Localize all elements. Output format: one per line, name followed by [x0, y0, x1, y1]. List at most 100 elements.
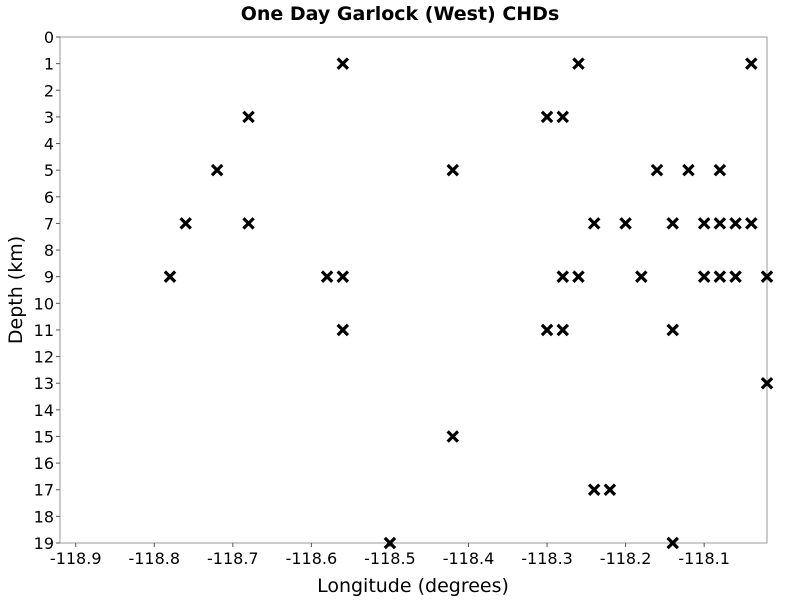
y-tick-label: 16 — [34, 454, 54, 473]
marker-stroke — [383, 536, 397, 550]
marker-stroke — [650, 163, 664, 177]
data-point-marker — [210, 163, 224, 177]
data-point-marker — [666, 217, 679, 230]
marker-stroke — [729, 270, 742, 283]
data-point-marker — [760, 270, 774, 283]
data-point-marker — [556, 323, 570, 337]
marker-stroke — [760, 270, 774, 283]
y-tick-label: 3 — [44, 108, 54, 127]
data-point-marker — [336, 57, 350, 70]
data-points — [163, 57, 774, 550]
data-point-marker — [697, 217, 711, 230]
x-tick-label: -118.1 — [678, 549, 730, 568]
data-point-marker — [163, 270, 177, 283]
y-tick-label: 14 — [34, 401, 54, 420]
marker-stroke — [587, 217, 601, 230]
marker-stroke — [336, 270, 350, 283]
data-point-marker — [760, 376, 774, 390]
data-point-marker — [556, 110, 570, 124]
y-tick-label: 11 — [34, 321, 54, 340]
marker-stroke — [163, 270, 177, 283]
data-point-marker — [666, 536, 679, 550]
marker-stroke — [745, 217, 758, 230]
y-tick-label: 9 — [44, 268, 54, 287]
data-point-marker — [446, 430, 460, 443]
data-point-marker — [713, 163, 727, 177]
data-point-marker — [619, 217, 632, 230]
data-point-marker — [587, 217, 601, 230]
marker-stroke — [572, 57, 585, 70]
data-point-marker — [242, 217, 255, 230]
marker-stroke — [682, 163, 695, 177]
marker-stroke — [336, 323, 350, 337]
data-point-marker — [713, 217, 727, 230]
x-axis-label: Longitude (degrees) — [317, 575, 509, 597]
marker-stroke — [619, 217, 632, 230]
data-point-marker — [729, 270, 742, 283]
data-point-marker — [729, 217, 742, 230]
marker-stroke — [179, 217, 192, 230]
x-tick-label: -118.6 — [286, 549, 338, 568]
data-point-marker — [713, 270, 727, 283]
marker-stroke — [729, 217, 742, 230]
y-tick-label: 17 — [34, 481, 54, 500]
data-point-marker — [682, 163, 695, 177]
data-point-marker — [242, 110, 255, 124]
marker-stroke — [556, 270, 570, 283]
axis-ticks: -118.9 -118.8 -118.7 -118.6 -118.5 -118.4 -118… — [34, 28, 730, 568]
data-point-marker — [603, 483, 617, 496]
marker-stroke — [336, 57, 350, 70]
marker-stroke — [446, 163, 460, 177]
marker-stroke — [210, 163, 224, 177]
data-point-marker — [540, 323, 554, 337]
data-point-marker — [666, 323, 679, 337]
marker-stroke — [697, 217, 711, 230]
marker-stroke — [242, 110, 255, 124]
data-point-marker — [745, 217, 758, 230]
x-tick-label: -118.9 — [50, 549, 102, 568]
data-point-marker — [572, 270, 585, 283]
marker-stroke — [635, 270, 648, 283]
chart-title: One Day Garlock (West) CHDs — [241, 3, 560, 25]
y-tick-label: 15 — [34, 427, 54, 446]
y-tick-label: 19 — [34, 534, 54, 553]
marker-stroke — [446, 430, 460, 443]
marker-stroke — [242, 217, 255, 230]
data-point-marker — [572, 57, 585, 70]
marker-stroke — [540, 110, 554, 124]
y-tick-label: 10 — [34, 294, 54, 313]
y-tick-label: 5 — [44, 161, 54, 180]
x-tick-label: -118.7 — [207, 549, 259, 568]
x-tick-label: -118.3 — [521, 549, 573, 568]
x-tick-label: -118.4 — [443, 549, 495, 568]
marker-stroke — [666, 217, 679, 230]
marker-stroke — [556, 323, 570, 337]
marker-stroke — [745, 57, 758, 70]
marker-stroke — [713, 270, 727, 283]
marker-stroke — [556, 110, 570, 124]
marker-stroke — [760, 376, 774, 390]
y-tick-label: 18 — [34, 507, 54, 526]
marker-stroke — [666, 323, 679, 337]
y-tick-label: 13 — [34, 374, 54, 393]
data-point-marker — [540, 110, 554, 124]
y-tick-label: 1 — [44, 55, 54, 74]
data-point-marker — [635, 270, 648, 283]
plot-area — [59, 36, 768, 544]
data-point-marker — [650, 163, 664, 177]
y-tick-label: 8 — [44, 241, 54, 260]
y-axis-label: Depth (km) — [5, 236, 27, 344]
marker-stroke — [320, 270, 334, 283]
y-tick-label: 2 — [44, 81, 54, 100]
marker-stroke — [572, 270, 585, 283]
marker-stroke — [587, 483, 601, 496]
y-tick-label: 6 — [44, 188, 54, 207]
x-tick-label: -118.2 — [600, 549, 652, 568]
data-point-marker — [179, 217, 192, 230]
y-tick-label: 7 — [44, 214, 54, 233]
marker-stroke — [713, 163, 727, 177]
data-point-marker — [320, 270, 334, 283]
data-point-marker — [587, 483, 601, 496]
